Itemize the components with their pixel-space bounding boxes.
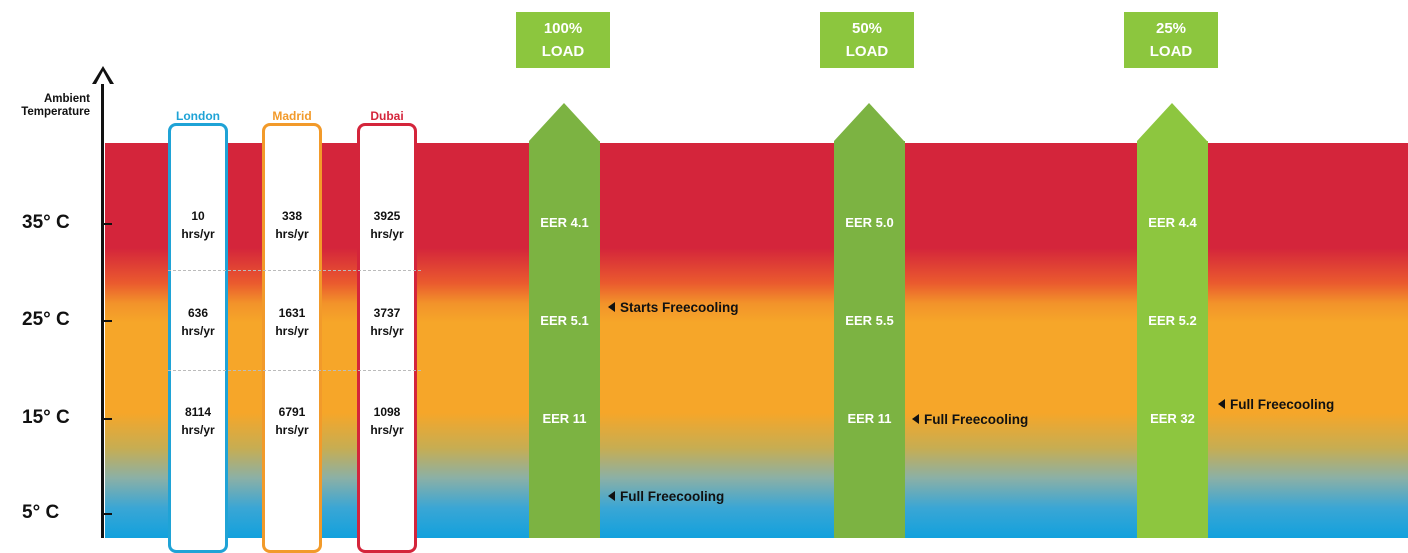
hours-value: 1631 <box>278 306 306 320</box>
y-tick <box>104 418 112 420</box>
load-word: LOAD <box>845 43 889 60</box>
hours-value: 10 <box>191 209 205 223</box>
pointer-left-icon <box>912 414 919 425</box>
hours-unit: hrs/yr <box>181 227 215 241</box>
row-separator <box>168 270 421 271</box>
city-name: Madrid <box>272 109 312 123</box>
city-column-madrid: Madrid 338 hrs/yr 1631 hrs/yr 6791 hrs/y… <box>260 109 324 553</box>
load-word: LOAD <box>541 43 585 60</box>
city-name: Dubai <box>370 109 404 123</box>
hours-cell: 10 hrs/yr <box>166 207 230 243</box>
load-50-header: 50% LOAD <box>820 12 914 68</box>
full-freecooling-annotation-25: Full Freecooling <box>1218 397 1334 412</box>
hours-unit: hrs/yr <box>370 227 404 241</box>
y-tick <box>104 513 112 515</box>
starts-freecooling-annotation: Starts Freecooling <box>608 300 739 315</box>
city-name: London <box>176 109 220 123</box>
hours-cell: 3737 hrs/yr <box>355 304 419 340</box>
eer-label: EER 11 <box>847 411 892 426</box>
hours-cell: 636 hrs/yr <box>166 304 230 340</box>
arrow-head-icon <box>834 103 904 141</box>
eer-label: EER 5.5 <box>845 313 894 328</box>
hours-value: 6791 <box>278 405 306 419</box>
load-percent: 50% <box>851 20 883 37</box>
hours-cell: 8114 hrs/yr <box>166 403 230 439</box>
annotation-text: Full Freecooling <box>1230 397 1335 412</box>
eer-label: EER 5.1 <box>540 313 589 328</box>
annotation-text: Full Freecooling <box>620 489 725 504</box>
annotation-text: Full Freecooling <box>924 412 1029 427</box>
row-separator <box>168 370 421 371</box>
hours-unit: hrs/yr <box>275 324 309 338</box>
eer-label: EER 4.4 <box>1148 215 1197 230</box>
load-percent: 100% <box>543 20 583 37</box>
eer-label: EER 4.1 <box>540 215 589 230</box>
hours-cell: 3925 hrs/yr <box>355 207 419 243</box>
hours-value: 3925 <box>373 209 401 223</box>
city-column-dubai: Dubai 3925 hrs/yr 3737 hrs/yr 1098 hrs/y… <box>355 109 419 553</box>
pointer-left-icon <box>608 302 615 313</box>
load-100-header: 100% LOAD <box>516 12 610 68</box>
eer-label: EER 5.2 <box>1148 313 1197 328</box>
arrow-body <box>529 141 600 538</box>
load-50-arrow: EER 5.0 EER 5.5 EER 11 <box>834 103 905 538</box>
y-axis-line <box>101 82 104 538</box>
hours-cell: 6791 hrs/yr <box>260 403 324 439</box>
y-label-25: 25° C <box>22 309 70 330</box>
eer-label: EER 11 <box>542 411 587 426</box>
hours-cell: 338 hrs/yr <box>260 207 324 243</box>
arrow-body <box>1137 141 1208 538</box>
hours-unit: hrs/yr <box>181 423 215 437</box>
hours-cell: 1098 hrs/yr <box>355 403 419 439</box>
hours-unit: hrs/yr <box>370 423 404 437</box>
eer-label: EER 5.0 <box>845 215 894 230</box>
full-freecooling-annotation-100: Full Freecooling <box>608 489 724 504</box>
y-label-15: 15° C <box>22 407 70 428</box>
axis-title-line2: Temperature <box>21 106 90 118</box>
y-tick <box>104 223 112 225</box>
pointer-left-icon <box>608 491 615 502</box>
y-label-5: 5° C <box>22 502 60 523</box>
axis-title-line1: Ambient <box>44 93 90 105</box>
hours-value: 8114 <box>184 405 212 419</box>
axis-title: Ambient Temperature <box>0 93 90 119</box>
city-column-london: London 10 hrs/yr 636 hrs/yr 8114 hrs/yr <box>166 109 230 553</box>
hours-value: 636 <box>187 306 209 320</box>
load-25-arrow: EER 4.4 EER 5.2 EER 32 <box>1137 103 1208 538</box>
y-label-35: 35° C <box>22 212 70 233</box>
y-axis-arrow-icon <box>92 66 114 84</box>
hours-value: 1098 <box>373 405 401 419</box>
full-freecooling-annotation-50: Full Freecooling <box>912 412 1028 427</box>
hours-unit: hrs/yr <box>370 324 404 338</box>
arrow-head-icon <box>529 103 599 141</box>
arrow-head-icon <box>1137 103 1207 141</box>
hours-unit: hrs/yr <box>275 227 309 241</box>
load-word: LOAD <box>1149 43 1193 60</box>
annotation-text: Starts Freecooling <box>620 300 739 315</box>
hours-unit: hrs/yr <box>275 423 309 437</box>
y-tick <box>104 320 112 322</box>
load-25-header: 25% LOAD <box>1124 12 1218 68</box>
pointer-left-icon <box>1218 399 1225 410</box>
load-100-arrow: EER 4.1 EER 5.1 EER 11 <box>529 103 600 538</box>
hours-cell: 1631 hrs/yr <box>260 304 324 340</box>
arrow-body <box>834 141 905 538</box>
hours-unit: hrs/yr <box>181 324 215 338</box>
eer-label: EER 32 <box>1150 411 1195 426</box>
hours-value: 3737 <box>373 306 401 320</box>
load-percent: 25% <box>1155 20 1187 37</box>
hours-value: 338 <box>281 209 303 223</box>
